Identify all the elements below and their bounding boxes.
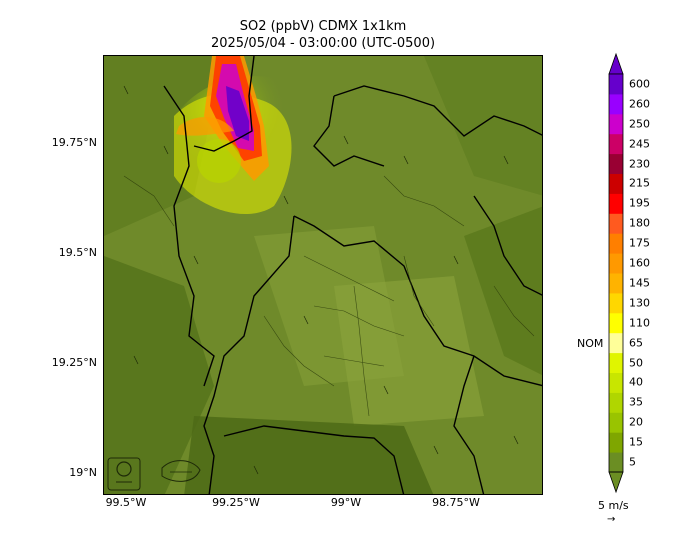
colorbar-segment (609, 193, 623, 214)
colorbar (608, 52, 624, 494)
colorbar-extend-max (608, 52, 624, 75)
colorbar-tick-label: 15 (629, 435, 643, 449)
colorbar-segment (609, 253, 623, 274)
colorbar-segment (609, 352, 623, 373)
colorbar-segment (609, 113, 623, 135)
colorbar-segment (609, 372, 623, 393)
colorbar-tick-label: 20 (629, 415, 643, 429)
colorbar-tick-label: 600 (629, 77, 650, 91)
colorbar-segment (609, 133, 623, 155)
colorbar-segment (609, 432, 623, 453)
colorbar-segment (609, 213, 623, 234)
colorbar-segment (609, 412, 623, 433)
terrain-map (104, 56, 542, 494)
cdmx-logo (161, 460, 201, 482)
colorbar-segment (609, 273, 623, 294)
colorbar-outline (608, 73, 624, 473)
colorbar-tick-label: 175 (629, 236, 650, 250)
lon-label: 99.25°W (212, 496, 260, 509)
colorbar-segment (609, 312, 623, 334)
map-panel (103, 55, 543, 495)
lon-label: 99.5°W (105, 496, 147, 509)
colorbar-tick-label: 130 (629, 296, 650, 310)
colorbar-tick-label: 40 (629, 375, 643, 389)
colorbar-segment (609, 392, 623, 413)
lon-label: 98.75°W (432, 496, 480, 509)
wind-scale-arrow: → (607, 514, 616, 525)
wind-scale-label: 5 m/s (598, 499, 629, 512)
lat-label: 19.5°N (58, 246, 97, 259)
colorbar-tick-label: 260 (629, 97, 650, 111)
colorbar-tick-label: 145 (629, 276, 650, 290)
colorbar-tick-label: 50 (629, 356, 643, 370)
colorbar-tick-label: 180 (629, 216, 650, 230)
lat-label: 19.25°N (51, 356, 97, 369)
nom-label: NOM (577, 337, 604, 350)
colorbar-tick-label: 160 (629, 256, 650, 270)
colorbar-tick-label: 230 (629, 157, 650, 171)
colorbar-tick-label: 195 (629, 196, 650, 210)
colorbar-tick-label: 65 (629, 336, 643, 350)
colorbar-segment (609, 74, 623, 95)
colorbar-tick-label: 5 (629, 455, 636, 469)
colorbar-segment (609, 292, 623, 314)
colorbar-segment (609, 173, 623, 194)
colorbar-segment (609, 452, 623, 473)
colorbar-tick-label: 215 (629, 176, 650, 190)
lat-label: 19°N (69, 466, 97, 479)
colorbar-segment (609, 93, 623, 115)
colorbar-tick-label: 245 (629, 137, 650, 151)
lon-label: 99°W (330, 496, 362, 509)
colorbar-segment (609, 233, 623, 254)
colorbar-tick-label: 110 (629, 316, 650, 330)
map-subtitle: 2025/05/04 - 03:00:00 (UTC-0500) (210, 36, 436, 51)
colorbar-segment (609, 153, 623, 174)
colorbar-tick-label: 35 (629, 395, 643, 409)
sedema-logo (107, 457, 141, 491)
colorbar-segment (609, 332, 623, 354)
lat-label: 19.75°N (51, 136, 97, 149)
colorbar-tick-label: 250 (629, 117, 650, 131)
colorbar-extend-min (608, 471, 624, 494)
map-title: SO2 (ppbV) CDMX 1x1km (239, 19, 407, 34)
